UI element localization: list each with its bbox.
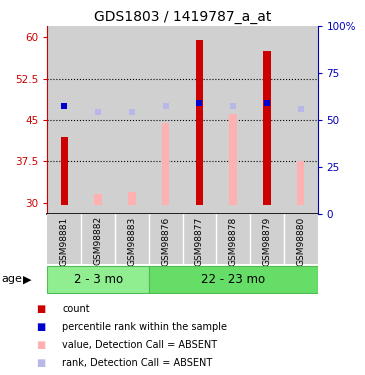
Text: GSM98881: GSM98881: [60, 216, 69, 266]
Text: percentile rank within the sample: percentile rank within the sample: [62, 322, 227, 332]
Text: value, Detection Call = ABSENT: value, Detection Call = ABSENT: [62, 340, 217, 350]
Title: GDS1803 / 1419787_a_at: GDS1803 / 1419787_a_at: [94, 10, 271, 24]
Text: GSM98878: GSM98878: [228, 216, 238, 266]
Text: ■: ■: [36, 322, 46, 332]
Bar: [182, 26, 216, 214]
Text: ■: ■: [36, 340, 46, 350]
Bar: [230, 114, 237, 206]
Text: 2 - 3 mo: 2 - 3 mo: [73, 273, 123, 286]
Text: ▶: ▶: [23, 274, 31, 284]
Bar: [297, 161, 304, 206]
Bar: [81, 26, 115, 214]
Bar: [47, 26, 81, 214]
Text: GSM98876: GSM98876: [161, 216, 170, 266]
Bar: [284, 26, 318, 214]
Text: GSM98882: GSM98882: [93, 216, 103, 266]
Text: count: count: [62, 304, 90, 314]
Bar: [115, 26, 149, 214]
Bar: [149, 26, 182, 214]
Text: ■: ■: [36, 358, 46, 368]
Text: GSM98883: GSM98883: [127, 216, 137, 266]
Bar: [216, 26, 250, 214]
Bar: [162, 123, 169, 206]
Text: rank, Detection Call = ABSENT: rank, Detection Call = ABSENT: [62, 358, 212, 368]
FancyBboxPatch shape: [149, 266, 318, 293]
Bar: [128, 192, 135, 206]
Text: 22 - 23 mo: 22 - 23 mo: [201, 273, 265, 286]
Bar: [196, 40, 203, 206]
FancyBboxPatch shape: [47, 266, 149, 293]
Text: GSM98880: GSM98880: [296, 216, 305, 266]
Text: ■: ■: [36, 304, 46, 314]
Text: GSM98879: GSM98879: [262, 216, 272, 266]
Bar: [250, 26, 284, 214]
Bar: [263, 51, 270, 206]
Bar: [61, 136, 68, 206]
Bar: [95, 195, 102, 206]
Text: age: age: [2, 274, 23, 284]
Text: GSM98877: GSM98877: [195, 216, 204, 266]
